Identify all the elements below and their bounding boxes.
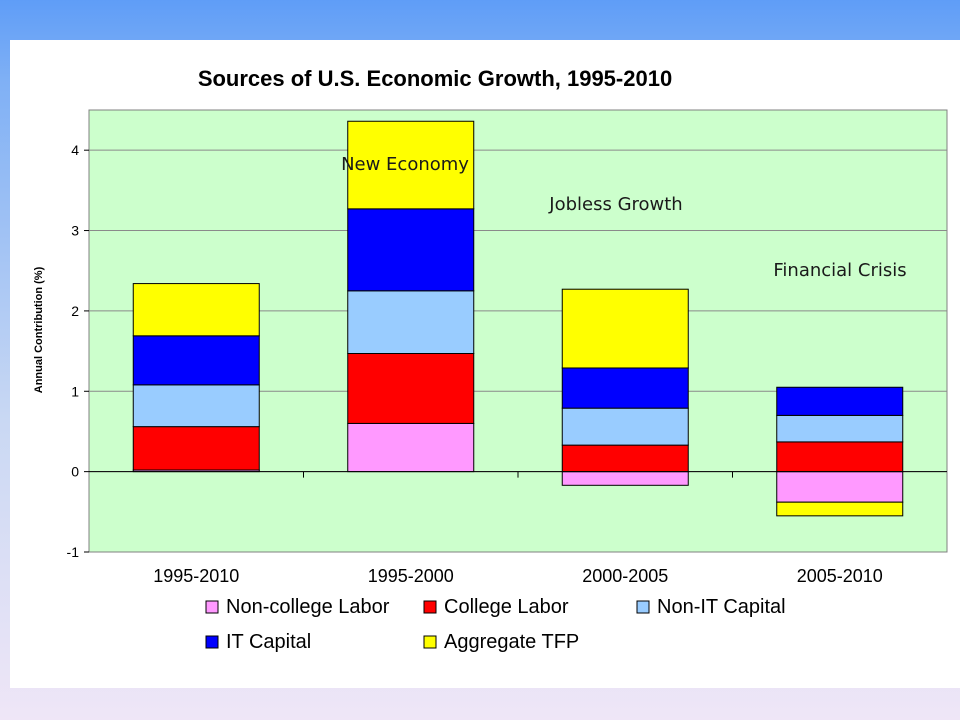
bar-segment [132,426,260,471]
y-tick-label: 1 [71,383,79,399]
bar-segment [132,335,260,386]
legend-swatch [423,635,437,649]
bar-segment [776,471,904,503]
bar-segment [347,290,475,355]
bar-segment [561,288,689,369]
bar-segment [561,444,689,473]
bar-segment [132,384,260,428]
bar-segment [776,441,904,473]
slide-canvas: Sources of U.S. Economic Growth, 1995-20… [10,40,960,688]
x-tick-label: 2000-2005 [582,566,668,586]
legend-swatch [423,600,437,614]
bar-segment [347,353,475,424]
y-axis-label: Annual Contribution (%) [33,266,45,393]
annotation: Jobless Growth [548,194,682,215]
y-tick-label: 3 [71,223,79,239]
chart: Sources of U.S. Economic Growth, 1995-20… [33,66,948,653]
y-tick-label: -1 [67,544,80,560]
bar-segment [347,422,475,473]
y-tick-label: 2 [71,303,79,319]
legend-swatch [636,600,650,614]
bar-segment [561,407,689,446]
bar-segment [132,283,260,337]
legend-label: Aggregate TFP [444,631,579,653]
bar-segment [776,386,904,416]
bar-segment [776,501,904,517]
legend-swatch [205,600,219,614]
bar-segment [561,367,689,409]
bar-segment [561,471,689,486]
y-tick-label: 4 [71,142,79,158]
legend-label: IT Capital [226,631,311,653]
legend: Non-college Labor College Labor Non-IT Cap… [205,596,786,653]
y-tick-label: 0 [71,464,79,480]
bar-segment [347,120,475,210]
legend-label: Non-college Labor [226,596,390,618]
x-tick-label: 2005-2010 [797,566,883,586]
legend-label: College Labor [444,596,569,618]
x-tick-label: 1995-2000 [368,566,454,586]
legend-swatch [205,635,219,649]
chart-title: Sources of U.S. Economic Growth, 1995-20… [198,66,672,91]
bar-segment [776,414,904,443]
bar-segment [347,208,475,292]
annotation: Financial Crisis [773,260,906,281]
legend-label: Non-IT Capital [657,596,786,618]
plot-area: -1 0 1 2 3 4 1995-2010 1995-2000 2000-2005 2005-2… [67,109,948,586]
x-tick-label: 1995-2010 [153,566,239,586]
annotation: New Economy [341,154,469,175]
